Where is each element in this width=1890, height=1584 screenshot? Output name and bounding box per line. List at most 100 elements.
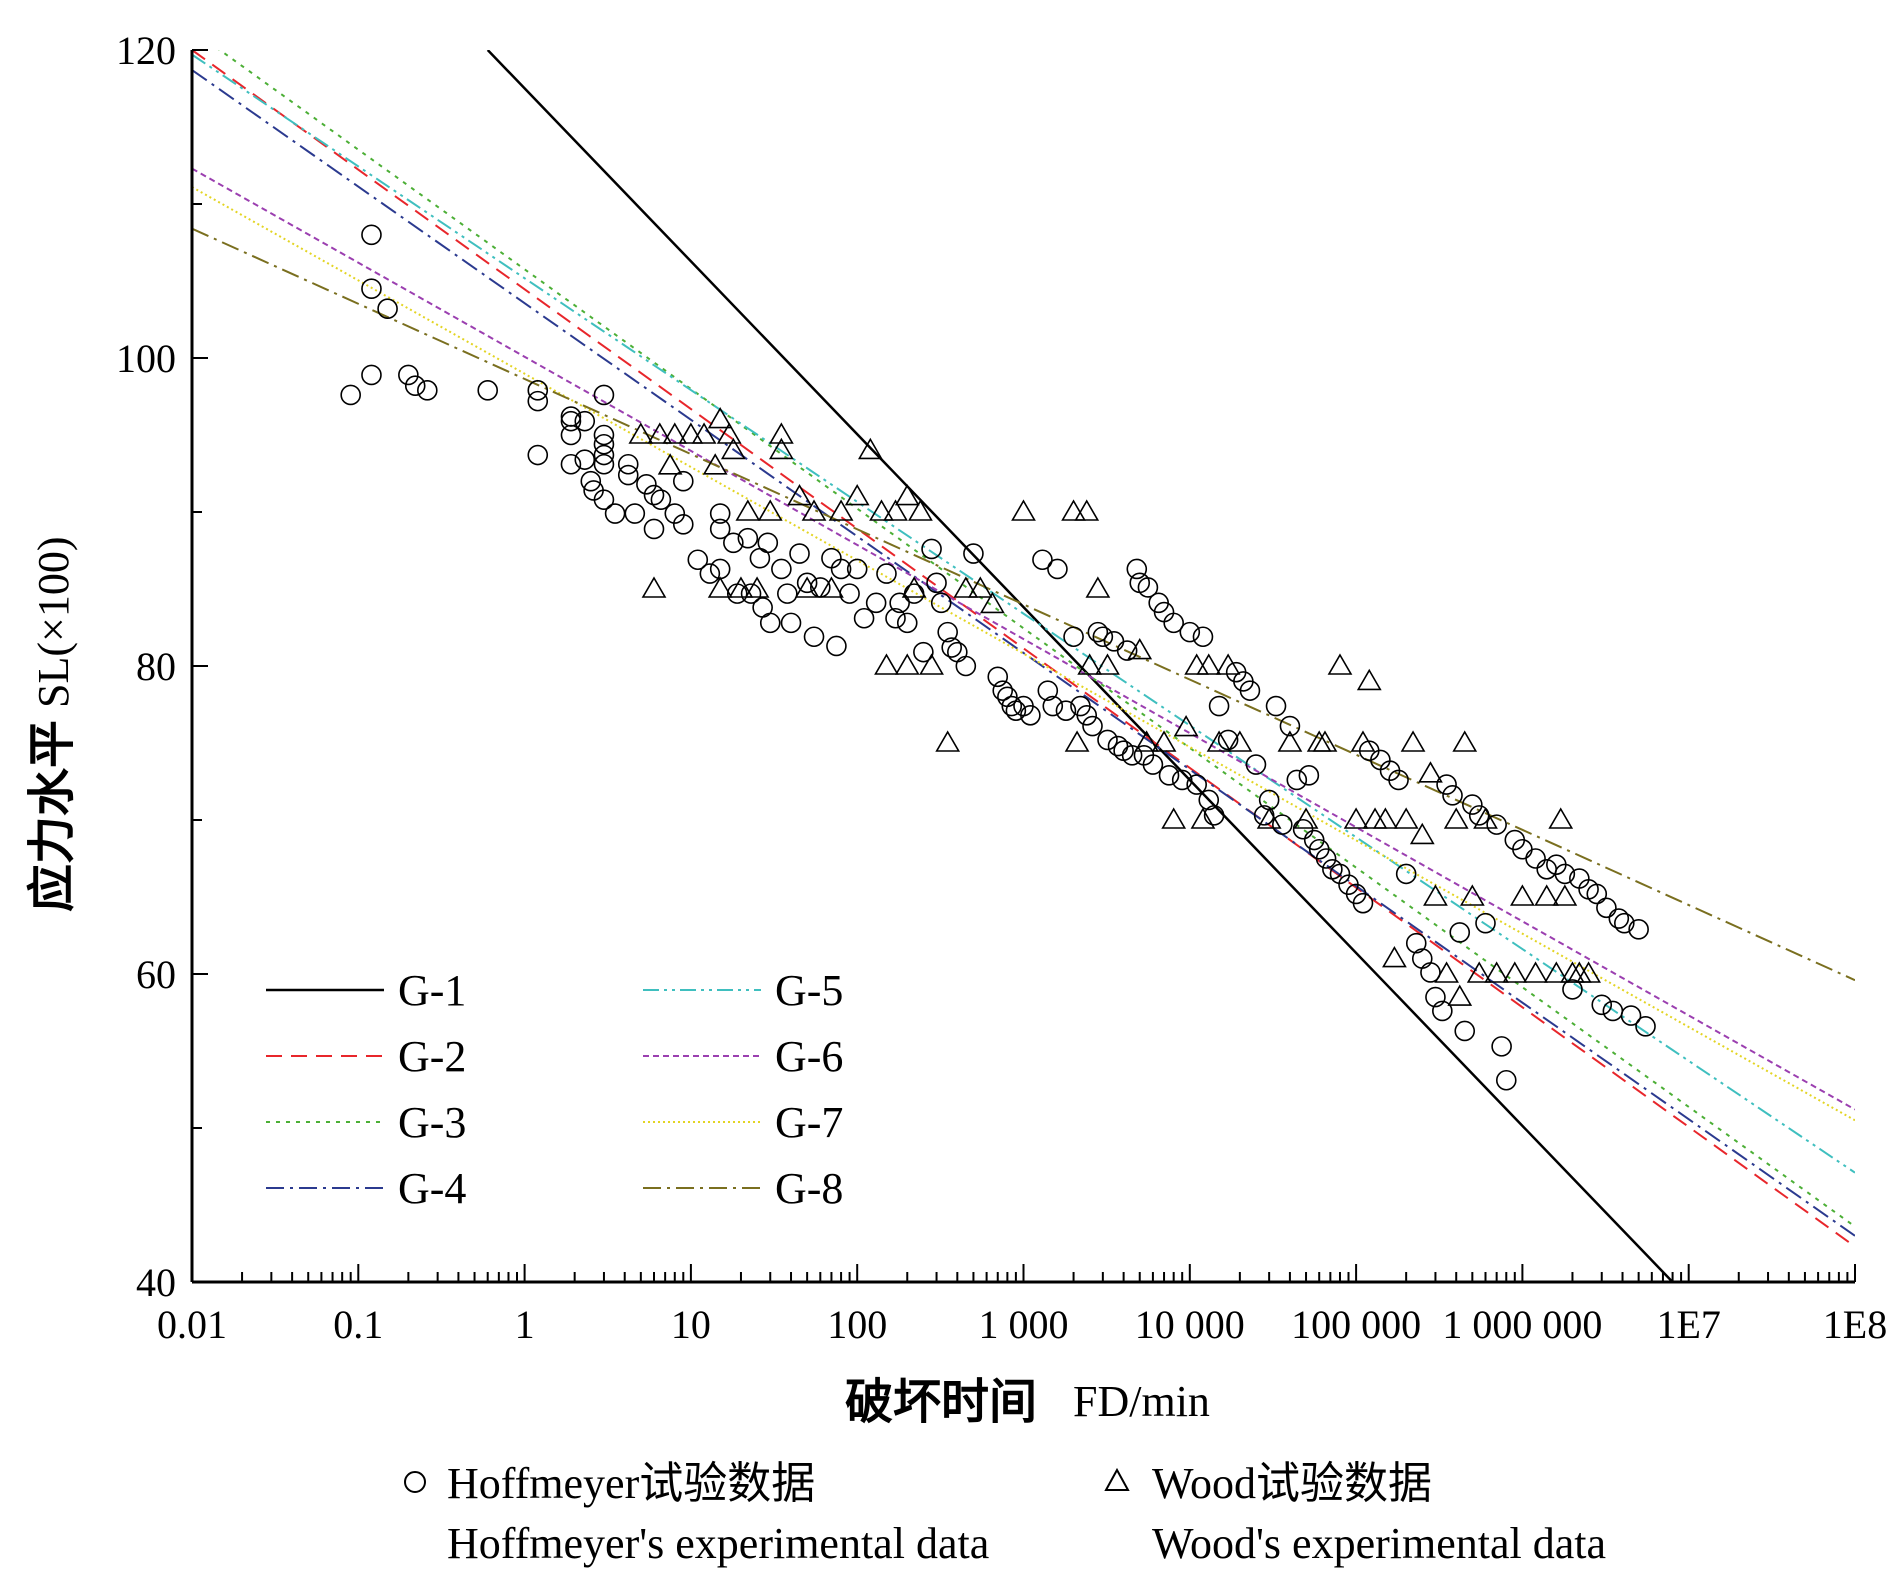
wood-point xyxy=(1206,730,1232,752)
wood-point xyxy=(744,576,770,598)
hoffmeyer-point xyxy=(593,444,615,466)
hoffmeyer-point xyxy=(796,572,818,594)
hoffmeyer-point xyxy=(1239,680,1261,701)
wood-point xyxy=(1061,499,1086,521)
hoffmeyer-point xyxy=(1395,863,1417,885)
wood-point xyxy=(1085,576,1111,598)
x-tick-label: 1E7 xyxy=(1656,1302,1720,1347)
wood-point xyxy=(1095,653,1120,675)
hoffmeyer-point xyxy=(955,655,977,677)
hoffmeyer-point xyxy=(1032,549,1053,571)
wood-point xyxy=(819,576,844,598)
hoffmeyer-point xyxy=(846,558,868,580)
x-tick-label: 1E8 xyxy=(1823,1302,1887,1347)
wood-point xyxy=(1502,961,1528,983)
hoffmeyer-point xyxy=(1203,805,1225,826)
hoffmeyer-point xyxy=(477,380,499,401)
wood-point xyxy=(894,484,920,506)
wood-point xyxy=(844,484,870,506)
series-line-g-4 xyxy=(192,69,1855,1237)
wood-point xyxy=(735,499,761,521)
y-tick-label: 80 xyxy=(136,644,176,689)
hoffmeyer-point xyxy=(1329,863,1351,885)
hoffmeyer-point xyxy=(574,410,596,432)
hoffmeyer-point xyxy=(527,390,549,412)
hoffmeyer-point xyxy=(1486,814,1507,835)
wood-legend-label-cn: Wood试验数据 xyxy=(1152,1459,1432,1508)
x-tick-label: 1 000 xyxy=(979,1302,1069,1347)
wood-point xyxy=(828,499,854,521)
wood-point xyxy=(1293,807,1319,829)
x-axis-label-cn: 破坏时间 xyxy=(845,1374,1037,1430)
hoffmeyer-point xyxy=(1001,695,1023,717)
wood-point xyxy=(857,437,883,460)
series-line-g-3 xyxy=(218,50,1855,1228)
hoffmeyer-point xyxy=(1405,932,1427,954)
hoffmeyer-point xyxy=(1076,704,1098,726)
wood-point xyxy=(1127,638,1153,660)
y-tick-label: 120 xyxy=(116,28,176,73)
hoffmeyer-point xyxy=(1097,729,1118,751)
wood-point xyxy=(1256,807,1282,829)
hoffmeyer-legend-label-cn: Hoffmeyer试验数据 xyxy=(447,1459,815,1508)
hoffmeyer-point xyxy=(1562,979,1583,1000)
wood-point xyxy=(678,422,704,444)
hoffmeyer-point xyxy=(830,558,852,580)
hoffmeyer-point xyxy=(947,641,968,663)
x-axis-label-en: FD/min xyxy=(1073,1377,1210,1426)
hoffmeyer-point xyxy=(1116,640,1138,661)
fit-lines xyxy=(192,50,1855,1282)
hoffmeyer-point xyxy=(740,583,762,604)
hoffmeyer-point xyxy=(672,470,694,492)
hoffmeyer-point xyxy=(789,543,810,564)
hoffmeyer-point xyxy=(636,473,657,495)
wood-point xyxy=(1064,730,1090,752)
hoffmeyer-point xyxy=(560,410,582,432)
wood-point xyxy=(1534,884,1560,906)
hoffmeyer-point xyxy=(1163,612,1184,634)
hoffmeyer-point xyxy=(664,503,686,524)
wood-point xyxy=(647,422,673,444)
wood-point xyxy=(1074,499,1100,521)
hoffmeyer-point xyxy=(593,384,615,406)
series-line-g-1 xyxy=(486,50,1674,1282)
wood-point xyxy=(1134,730,1160,752)
hoffmeyer-point xyxy=(699,563,721,584)
hoffmeyer-point xyxy=(361,224,382,246)
hoffmeyer-point xyxy=(737,527,759,549)
wood-point xyxy=(1452,730,1478,752)
hoffmeyer-point xyxy=(889,592,910,614)
hoffmeyer-point xyxy=(1292,818,1314,840)
wood-point xyxy=(1510,884,1535,906)
series-line-g-8 xyxy=(192,227,1855,982)
wood-point xyxy=(1190,807,1216,829)
x-tick-label: 1 000 000 xyxy=(1442,1302,1602,1347)
wood-point xyxy=(901,576,927,598)
hoffmeyer-point xyxy=(896,612,918,634)
wood-point xyxy=(1227,730,1253,752)
hoffmeyer-point xyxy=(377,298,398,320)
hoffmeyer-point xyxy=(709,518,731,540)
x-tick-label: 100 xyxy=(827,1302,887,1347)
hoffmeyer-point xyxy=(527,380,549,401)
hoffmeyer-point xyxy=(574,449,596,470)
wood-point xyxy=(1409,822,1435,845)
x-tick-label: 1 xyxy=(515,1302,535,1347)
wood-point xyxy=(874,653,899,675)
hoffmeyer-point xyxy=(1628,919,1649,940)
hoffmeyer-point xyxy=(1432,1000,1453,1022)
hoffmeyer-point xyxy=(1171,769,1193,791)
wood-point xyxy=(728,576,754,598)
hoffmeyer-point xyxy=(593,453,615,475)
wood-point xyxy=(1372,807,1398,829)
hoffmeyer-point xyxy=(913,641,934,663)
hoffmeyer-point xyxy=(404,375,426,397)
wood-point xyxy=(1343,807,1369,829)
hoffmeyer-point xyxy=(757,532,779,554)
wood-point xyxy=(794,576,820,598)
hoffmeyer-point xyxy=(1042,695,1064,717)
wood-point xyxy=(1151,730,1177,752)
hoffmeyer-point xyxy=(1082,715,1103,737)
hoffmeyer-point xyxy=(1055,700,1077,721)
